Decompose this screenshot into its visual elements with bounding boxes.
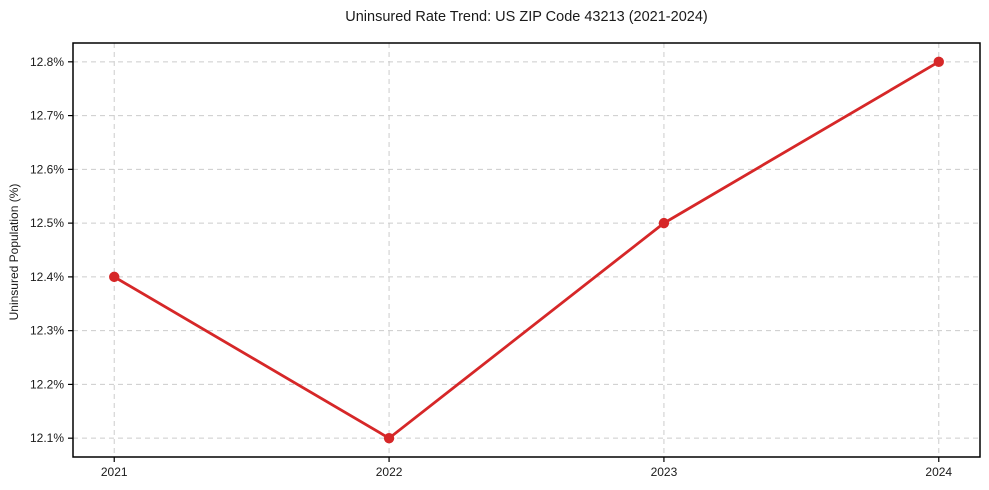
- plot-frame: [72, 42, 981, 458]
- data-point-2024: [933, 56, 944, 68]
- x-tick-label: 2024: [925, 465, 952, 479]
- y-tick-label: 12.6%: [30, 162, 64, 176]
- x-tick-label: 2022: [376, 465, 403, 479]
- y-tick-label: 12.8%: [30, 55, 64, 69]
- y-tick-label: 12.2%: [30, 377, 64, 391]
- trend-line: [112, 60, 941, 440]
- x-tick-label: 2023: [651, 465, 678, 479]
- y-tick-label: 12.1%: [30, 431, 64, 445]
- chart-title: Uninsured Rate Trend: US ZIP Code 43213 …: [345, 9, 708, 25]
- data-point-2022: [383, 432, 395, 444]
- x-tick-label: 2021: [101, 465, 128, 479]
- data-point-2023: [658, 217, 670, 229]
- y-tick-label: 12.4%: [30, 270, 64, 284]
- y-tick-label: 12.5%: [30, 216, 64, 230]
- data-point-2021: [109, 271, 120, 283]
- y-tick-label: 12.7%: [30, 109, 64, 123]
- y-tick-label: 12.3%: [30, 324, 64, 338]
